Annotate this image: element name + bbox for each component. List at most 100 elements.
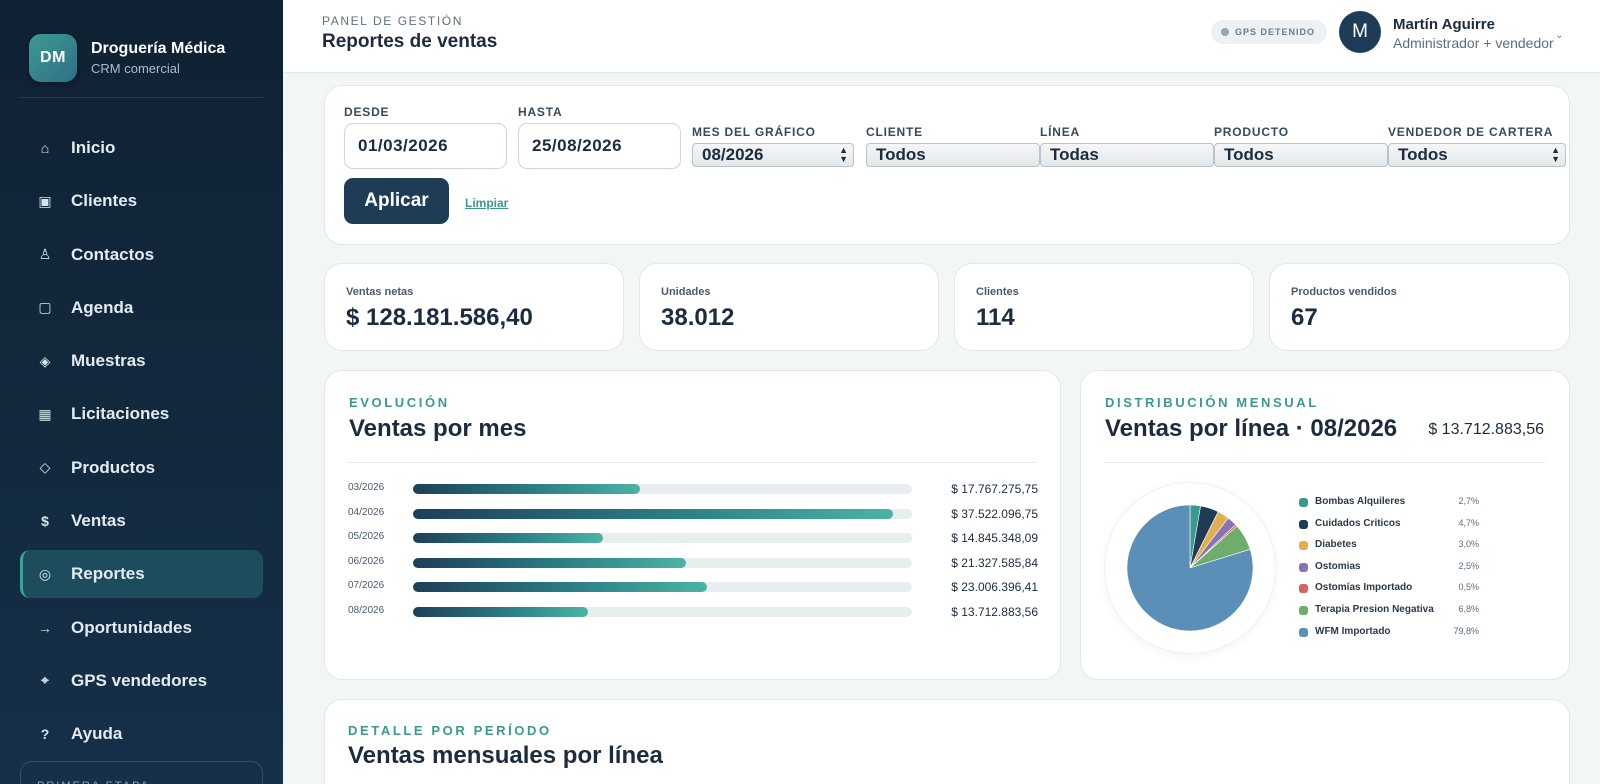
vendedor-select[interactable]: Todos ▲ ▼ <box>1388 143 1566 167</box>
box-icon: ◇ <box>39 459 51 476</box>
user-role: Administrador + vendedor <box>1393 35 1554 51</box>
bar-category-label: 06/2026 <box>348 555 385 567</box>
sidebar-item-ayuda[interactable]: ? Ayuda <box>20 710 263 758</box>
legend-label: Cuidados Criticos <box>1315 517 1401 529</box>
kpi-label: Unidades <box>661 286 711 298</box>
legend-label: Terapia Presion Negativa <box>1315 604 1434 615</box>
legend-percent: 6,8% <box>1458 604 1479 614</box>
bar <box>413 533 603 543</box>
chevron-down-icon[interactable]: ⌄ <box>1555 30 1564 41</box>
kpi-card-ventas-netas: Ventas netas $ 128.181.586,40 <box>324 263 624 351</box>
sidebar-item-ventas[interactable]: $ Ventas <box>20 497 263 545</box>
desde-date-input[interactable]: 01/03/2026 <box>344 123 507 169</box>
sidebar-nav: ⌂ Inicio ▣ Clientes ♙ Contactos ▢ Agenda ◈ Muestr… <box>20 124 263 764</box>
sidebar-item-muestras[interactable]: ◈ Muestras <box>20 337 263 385</box>
legend-item: Ostomias 2,5% <box>1299 560 1479 574</box>
sidebar-item-oportunidades[interactable]: → Oportunidades <box>20 604 263 652</box>
person-icon: ♙ <box>38 246 52 263</box>
gps-status-text: GPS DETENIDO <box>1235 27 1316 37</box>
legend-item: Diabetes 3,0% <box>1299 538 1479 552</box>
legend-percent: 3,0% <box>1458 539 1479 550</box>
bar-category-label: 08/2026 <box>348 604 385 616</box>
linea-select[interactable]: Todas <box>1040 143 1214 167</box>
help-icon: ? <box>40 726 50 743</box>
header-eyebrow: PANEL DE GESTIÓN <box>322 14 463 28</box>
bar <box>413 582 708 592</box>
mes-grafico-label: MES DEL GRÁFICO <box>692 125 816 139</box>
bar-row: 08/2026 $ 13.712.883,56 <box>348 604 1038 619</box>
report-icon: ◎ <box>38 565 52 582</box>
mes-grafico-value: 08/2026 <box>702 145 764 164</box>
legend-item: WFM Importado 79,8% <box>1299 625 1479 639</box>
brand: DM Droguería Médica CRM comercial <box>0 0 283 96</box>
producto-label: PRODUCTO <box>1214 125 1289 139</box>
kpi-value: 67 <box>1291 304 1318 331</box>
desde-label: DESDE <box>344 105 390 119</box>
user-name[interactable]: Martín Aguirre <box>1393 16 1495 33</box>
legend-label: Ostomías Importado <box>1315 582 1413 594</box>
dollar-icon: $ <box>41 513 49 530</box>
sidebar-item-clientes[interactable]: ▣ Clientes <box>20 177 263 225</box>
sidebar: DM Droguería Médica CRM comercial ⌂ Inici… <box>0 0 283 784</box>
hasta-date-input[interactable]: 25/08/2026 <box>518 123 681 169</box>
pie-chart <box>1126 504 1254 632</box>
bar-category-label: 03/2026 <box>348 482 385 493</box>
kpi-card-clientes: Clientes 114 <box>954 263 1254 351</box>
sidebar-item-label: Clientes <box>71 191 138 211</box>
bar-row: 05/2026 $ 14.845.348,09 <box>348 531 1038 545</box>
sidebar-item-gps-vendedores[interactable]: ⌖ GPS vendedores <box>20 657 263 705</box>
clear-link[interactable]: Limpiar <box>465 196 509 210</box>
bar-track <box>413 508 912 519</box>
vendedor-value: Todos <box>1398 145 1448 164</box>
bar-category-label: 07/2026 <box>348 580 385 591</box>
bar-row: 07/2026 $ 23.006.396,41 <box>348 580 1038 594</box>
bar-track <box>413 606 912 617</box>
mes-grafico-select[interactable]: 08/2026 ▲ ▼ <box>692 143 854 167</box>
bar-row: 06/2026 $ 21.327.585,84 <box>348 555 1038 570</box>
linea-value: Todas <box>1050 145 1099 164</box>
legend-label: Bombas Alquileres <box>1315 496 1406 507</box>
legend-swatch <box>1299 519 1308 529</box>
sidebar-item-reportes[interactable]: ◎ Reportes <box>20 550 263 599</box>
select-arrows-icon: ▲ ▼ <box>839 145 848 164</box>
cliente-value: Todos <box>876 145 926 164</box>
sidebar-item-agenda[interactable]: ▢ Agenda <box>20 284 263 332</box>
legend-swatch <box>1299 606 1308 615</box>
cliente-select[interactable]: Todos <box>866 143 1040 167</box>
bar-category-label: 04/2026 <box>348 506 385 518</box>
sidebar-item-label: Contactos <box>71 244 155 264</box>
sidebar-item-label: Oportunidades <box>71 617 192 637</box>
top-header: PANEL DE GESTIÓN Reportes de ventas GPS … <box>283 0 1600 73</box>
sidebar-item-label: Agenda <box>71 297 134 317</box>
sidebar-item-label: Inicio <box>71 138 116 157</box>
bar <box>413 484 641 494</box>
sidebar-item-label: Reportes <box>71 564 145 584</box>
cliente-label: CLIENTE <box>866 125 923 139</box>
detail-title: Ventas mensuales por línea <box>348 742 663 769</box>
apply-button[interactable]: Aplicar <box>344 178 449 224</box>
bar-value-label: $ 17.767.275,75 <box>951 482 1038 496</box>
legend-label: Ostomias <box>1315 560 1361 572</box>
legend-swatch <box>1299 584 1308 594</box>
distribution-total: $ 13.712.883,56 <box>1428 421 1544 438</box>
brand-name: Droguería Médica <box>91 40 226 57</box>
kpi-card-unidades: Unidades 38.012 <box>639 263 939 351</box>
detail-eyebrow: DETALLE POR PERÍODO <box>348 723 552 738</box>
building-icon: ▣ <box>38 192 52 209</box>
avatar[interactable]: M <box>1339 11 1381 53</box>
producto-select[interactable]: Todos <box>1214 143 1388 167</box>
detail-card: DETALLE POR PERÍODO Ventas mensuales por… <box>324 699 1570 784</box>
legend-percent: 2,7% <box>1458 496 1479 506</box>
evolution-card: EVOLUCIÓN Ventas por mes 03/2026 $ 17.767… <box>324 370 1061 680</box>
linea-label: LÍNEA <box>1040 125 1080 139</box>
bar-row: 03/2026 $ 17.767.275,75 <box>348 482 1038 496</box>
legend-item: Cuidados Criticos 4,7% <box>1299 517 1479 531</box>
crosshair-icon: ⌖ <box>41 672 49 689</box>
kpi-value: $ 128.181.586,40 <box>346 304 533 331</box>
distribution-title: Ventas por línea · 08/2026 <box>1105 415 1398 442</box>
sidebar-item-inicio[interactable]: ⌂ Inicio <box>20 124 263 172</box>
sidebar-item-contactos[interactable]: ♙ Contactos <box>20 231 263 279</box>
sidebar-item-productos[interactable]: ◇ Productos <box>20 444 263 492</box>
sidebar-item-licitaciones[interactable]: ▦ Licitaciones <box>20 390 263 438</box>
filters-card: DESDE 01/03/2026 HASTA 25/08/2026 MES DE… <box>324 85 1570 245</box>
